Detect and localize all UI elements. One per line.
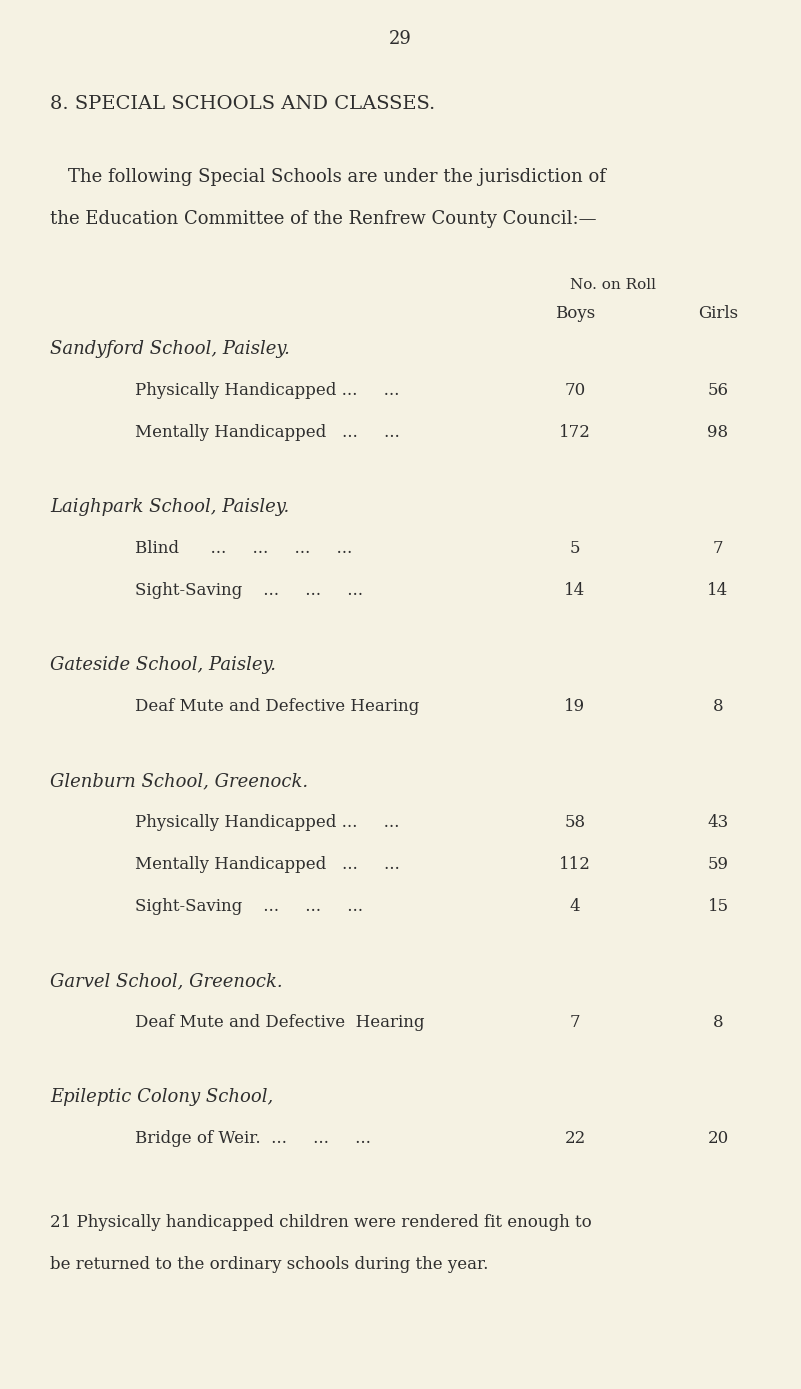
Text: 70: 70 — [565, 382, 586, 399]
Text: Mentally Handicapped   ...     ...: Mentally Handicapped ... ... — [135, 424, 400, 440]
Text: 22: 22 — [565, 1131, 586, 1147]
Text: Girls: Girls — [698, 306, 738, 322]
Text: 56: 56 — [707, 382, 728, 399]
Text: Physically Handicapped ...     ...: Physically Handicapped ... ... — [135, 382, 400, 399]
Text: 7: 7 — [713, 540, 723, 557]
Text: 4: 4 — [570, 899, 580, 915]
Text: Deaf Mute and Defective  Hearing: Deaf Mute and Defective Hearing — [135, 1014, 425, 1031]
Text: be returned to the ordinary schools during the year.: be returned to the ordinary schools duri… — [50, 1256, 489, 1272]
Text: 8. SPECIAL SCHOOLS AND CLASSES.: 8. SPECIAL SCHOOLS AND CLASSES. — [50, 94, 435, 113]
Text: 14: 14 — [565, 582, 586, 599]
Text: Mentally Handicapped   ...     ...: Mentally Handicapped ... ... — [135, 856, 400, 874]
Text: No. on Roll: No. on Roll — [570, 278, 656, 292]
Text: 58: 58 — [565, 814, 586, 831]
Text: Glenburn School, Greenock.: Glenburn School, Greenock. — [50, 772, 308, 790]
Text: 20: 20 — [707, 1131, 729, 1147]
Text: 8: 8 — [713, 1014, 723, 1031]
Text: 5: 5 — [570, 540, 580, 557]
Text: Gateside School, Paisley.: Gateside School, Paisley. — [50, 656, 276, 674]
Text: 112: 112 — [559, 856, 591, 874]
Text: Deaf Mute and Defective Hearing: Deaf Mute and Defective Hearing — [135, 699, 419, 715]
Text: Blind      ...     ...     ...     ...: Blind ... ... ... ... — [135, 540, 352, 557]
Text: Epileptic Colony School,: Epileptic Colony School, — [50, 1088, 273, 1106]
Text: Sight-Saving    ...     ...     ...: Sight-Saving ... ... ... — [135, 582, 363, 599]
Text: 19: 19 — [565, 699, 586, 715]
Text: 7: 7 — [570, 1014, 580, 1031]
Text: Laighpark School, Paisley.: Laighpark School, Paisley. — [50, 499, 289, 515]
Text: Physically Handicapped ...     ...: Physically Handicapped ... ... — [135, 814, 400, 831]
Text: 8: 8 — [713, 699, 723, 715]
Text: 29: 29 — [389, 31, 412, 49]
Text: Boys: Boys — [555, 306, 595, 322]
Text: Bridge of Weir.  ...     ...     ...: Bridge of Weir. ... ... ... — [135, 1131, 371, 1147]
Text: 98: 98 — [707, 424, 729, 440]
Text: 43: 43 — [707, 814, 729, 831]
Text: 15: 15 — [707, 899, 729, 915]
Text: Sight-Saving    ...     ...     ...: Sight-Saving ... ... ... — [135, 899, 363, 915]
Text: 14: 14 — [707, 582, 729, 599]
Text: 59: 59 — [707, 856, 728, 874]
Text: The following Special Schools are under the jurisdiction of: The following Special Schools are under … — [68, 168, 606, 186]
Text: 172: 172 — [559, 424, 591, 440]
Text: 21 Physically handicapped children were rendered fit enough to: 21 Physically handicapped children were … — [50, 1214, 592, 1231]
Text: the Education Committee of the Renfrew County Council:—: the Education Committee of the Renfrew C… — [50, 210, 597, 228]
Text: Garvel School, Greenock.: Garvel School, Greenock. — [50, 972, 283, 990]
Text: Sandyford School, Paisley.: Sandyford School, Paisley. — [50, 340, 290, 358]
